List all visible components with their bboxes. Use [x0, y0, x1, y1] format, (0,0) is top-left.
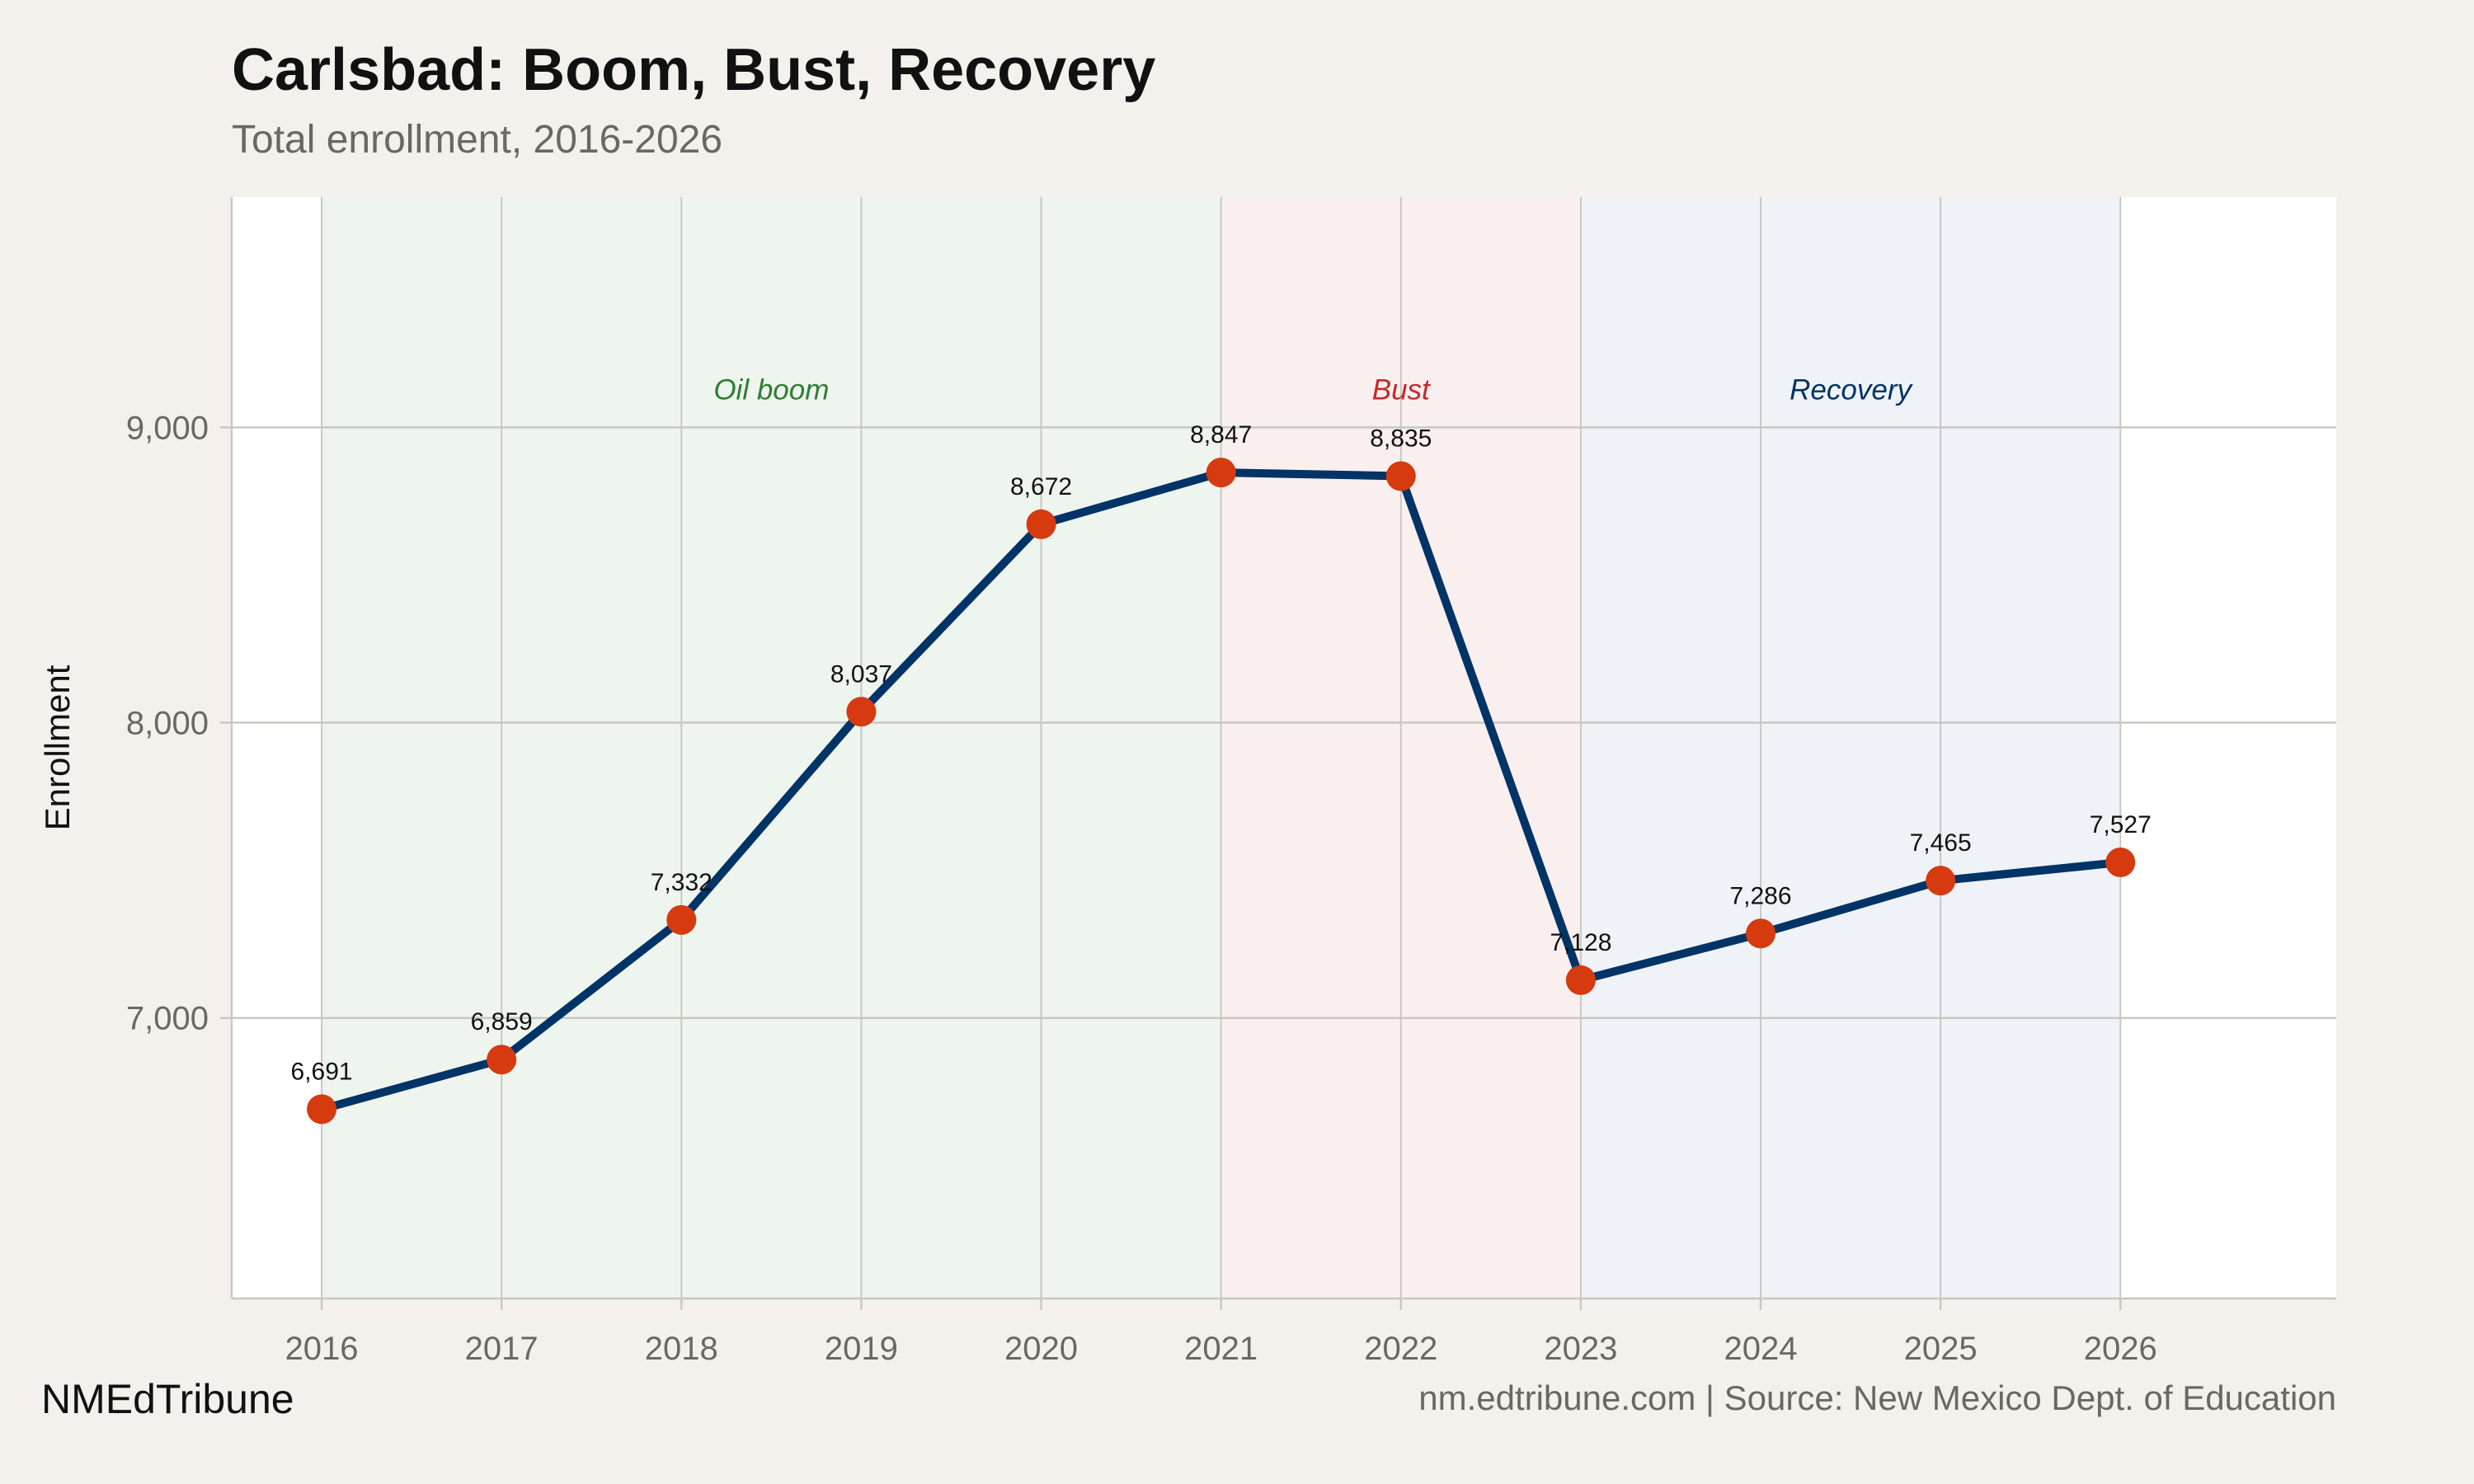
data-label: 6,859 [471, 1008, 533, 1036]
region-label: Bust [1372, 373, 1431, 406]
data-label: 7,128 [1550, 929, 1611, 956]
x-tick-label: 2021 [1184, 1331, 1258, 1367]
source-credit: nm.edtribune.com | Source: New Mexico De… [1418, 1378, 2336, 1417]
region-label: Oil boom [713, 373, 829, 406]
data-label: 7,527 [2090, 811, 2152, 838]
data-point [1206, 458, 1236, 488]
region-band [1580, 197, 2121, 1298]
data-label: 8,037 [830, 660, 892, 688]
x-tick-label: 2023 [1544, 1331, 1617, 1367]
x-tick-label: 2022 [1364, 1331, 1437, 1367]
data-point [307, 1094, 337, 1125]
data-point [1385, 461, 1416, 491]
x-tick-label: 2017 [465, 1331, 539, 1367]
chart-title: Carlsbad: Boom, Bust, Recovery [232, 37, 1156, 103]
data-label: 8,672 [1010, 473, 1072, 500]
x-tick-label: 2019 [825, 1331, 898, 1367]
data-point [1565, 965, 1596, 995]
y-tick-label: 8,000 [126, 706, 209, 742]
x-tick-label: 2024 [1724, 1331, 1798, 1367]
chart-subtitle: Total enrollment, 2016-2026 [232, 118, 723, 162]
brand-credit: NMEdTribune [41, 1376, 294, 1422]
data-label: 8,847 [1190, 421, 1252, 448]
data-point [1746, 918, 1776, 949]
x-tick-label: 2026 [2084, 1331, 2157, 1367]
y-tick-label: 9,000 [126, 410, 209, 446]
data-point [487, 1045, 517, 1075]
x-tick-label: 2016 [285, 1331, 359, 1367]
x-tick-label: 2020 [1004, 1331, 1078, 1367]
data-point [846, 697, 877, 727]
y-axis-label: Enrollment [38, 665, 77, 830]
region-label: Recovery [1790, 373, 1913, 406]
data-label: 8,835 [1370, 425, 1432, 452]
x-tick-label: 2025 [1904, 1331, 1978, 1367]
data-label: 7,332 [651, 869, 713, 896]
region-band [322, 197, 1221, 1298]
data-label: 7,465 [1910, 829, 1972, 857]
y-tick-label: 7,000 [126, 1001, 209, 1037]
data-point [2105, 847, 2136, 877]
data-point [1026, 509, 1056, 539]
data-point [1926, 866, 1956, 896]
data-point [666, 904, 697, 935]
data-label: 7,286 [1729, 882, 1791, 909]
data-label: 6,691 [291, 1058, 353, 1085]
x-tick-label: 2018 [645, 1331, 718, 1367]
